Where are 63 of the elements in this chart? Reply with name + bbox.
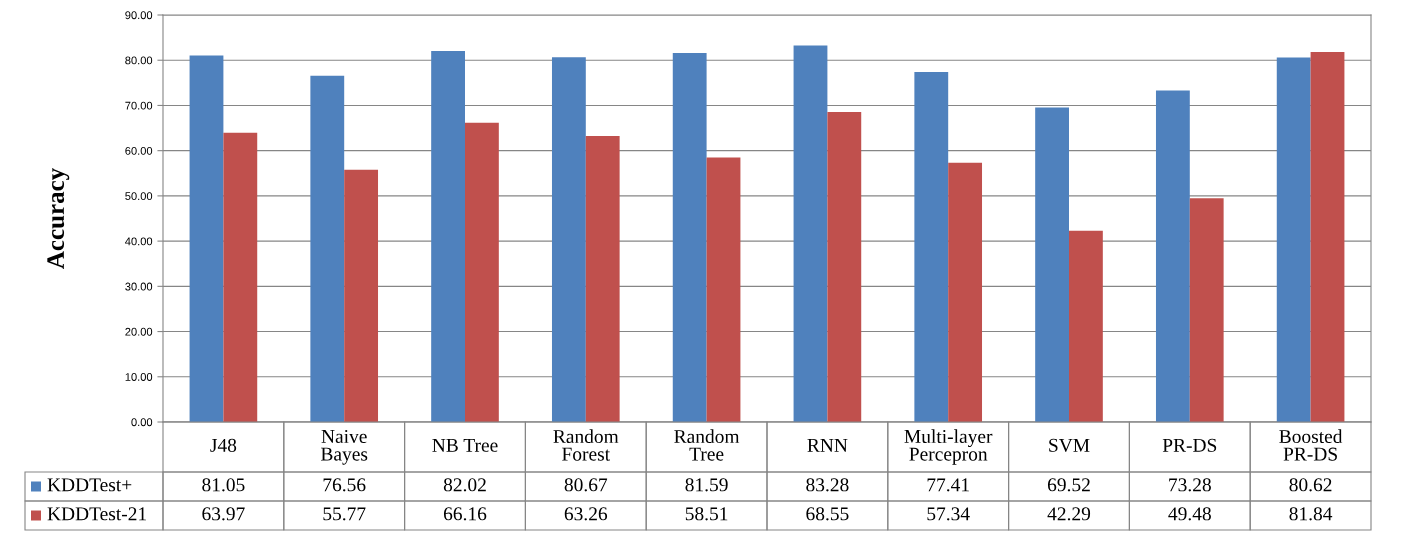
x-tick-label: PR-DS xyxy=(1162,438,1217,452)
y-tick-label: 40.00 xyxy=(125,237,153,246)
data-label: 81.84 xyxy=(1289,507,1333,521)
bar xyxy=(914,71,949,422)
bar xyxy=(948,162,983,422)
data-label: 66.16 xyxy=(443,507,487,521)
data-label: 80.67 xyxy=(564,478,608,492)
x-tick-label: Naive Bayes xyxy=(321,429,368,465)
bar xyxy=(310,75,345,422)
x-tick-label: RNN xyxy=(807,438,848,452)
x-tick-label: Random Forest xyxy=(553,429,619,461)
data-label: 63.97 xyxy=(202,507,245,521)
bar xyxy=(344,169,379,422)
y-tick-label: 20.00 xyxy=(125,327,153,336)
bar xyxy=(672,53,707,422)
y-tick-label: 0.00 xyxy=(131,418,153,427)
bar xyxy=(706,157,741,422)
bar xyxy=(189,55,224,422)
y-tick-label: 60.00 xyxy=(125,146,153,155)
data-label: 82.02 xyxy=(443,478,486,492)
bar xyxy=(551,57,586,422)
bar xyxy=(465,122,499,422)
x-tick-label: Multi-layer Percepron xyxy=(904,429,993,465)
y-tick-label: 80.00 xyxy=(125,56,153,65)
legend-label: KDDTest+ xyxy=(47,478,132,492)
y-tick-label: 90.00 xyxy=(125,11,153,20)
y-tick-label: 50.00 xyxy=(125,192,153,201)
bar xyxy=(1155,90,1190,422)
bar xyxy=(585,135,620,422)
x-tick-label: J48 xyxy=(210,438,237,452)
legend-label: KDDTest-21 xyxy=(47,507,146,521)
bar xyxy=(223,132,258,422)
y-tick-label: 30.00 xyxy=(125,282,153,291)
bar xyxy=(1276,57,1311,422)
data-label: 69.52 xyxy=(1047,478,1090,492)
y-tick-label: 10.00 xyxy=(125,373,153,381)
bar xyxy=(1310,51,1345,422)
data-label: 73.28 xyxy=(1169,478,1211,492)
bar xyxy=(827,112,862,422)
data-label: 81.05 xyxy=(202,478,245,492)
data-label: 80.62 xyxy=(1289,478,1332,492)
bar xyxy=(1189,198,1224,422)
data-label: 68.55 xyxy=(806,507,849,521)
data-label: 42.29 xyxy=(1047,507,1091,521)
bar xyxy=(1069,230,1103,422)
data-label: 49.48 xyxy=(1168,507,1211,521)
data-label: 76.56 xyxy=(323,478,366,492)
data-label: 81.59 xyxy=(685,478,728,492)
data-label: 83.28 xyxy=(806,478,849,492)
y-axis-title: Accuracy xyxy=(47,168,70,269)
data-label: 77.41 xyxy=(927,478,969,492)
x-tick-label: Random Tree xyxy=(674,429,740,461)
data-label: 55.77 xyxy=(323,507,366,521)
data-label: 57.34 xyxy=(927,507,970,521)
bar xyxy=(793,45,828,422)
bar xyxy=(1035,107,1069,422)
data-label: 63.26 xyxy=(564,507,608,521)
bar xyxy=(431,51,465,422)
y-tick-label: 70.00 xyxy=(125,101,153,110)
x-tick-label: Boosted PR-DS xyxy=(1279,429,1343,461)
x-tick-label: SVM xyxy=(1049,438,1090,452)
data-label: 58.51 xyxy=(685,507,728,521)
x-tick-label: NB Tree xyxy=(432,438,498,452)
